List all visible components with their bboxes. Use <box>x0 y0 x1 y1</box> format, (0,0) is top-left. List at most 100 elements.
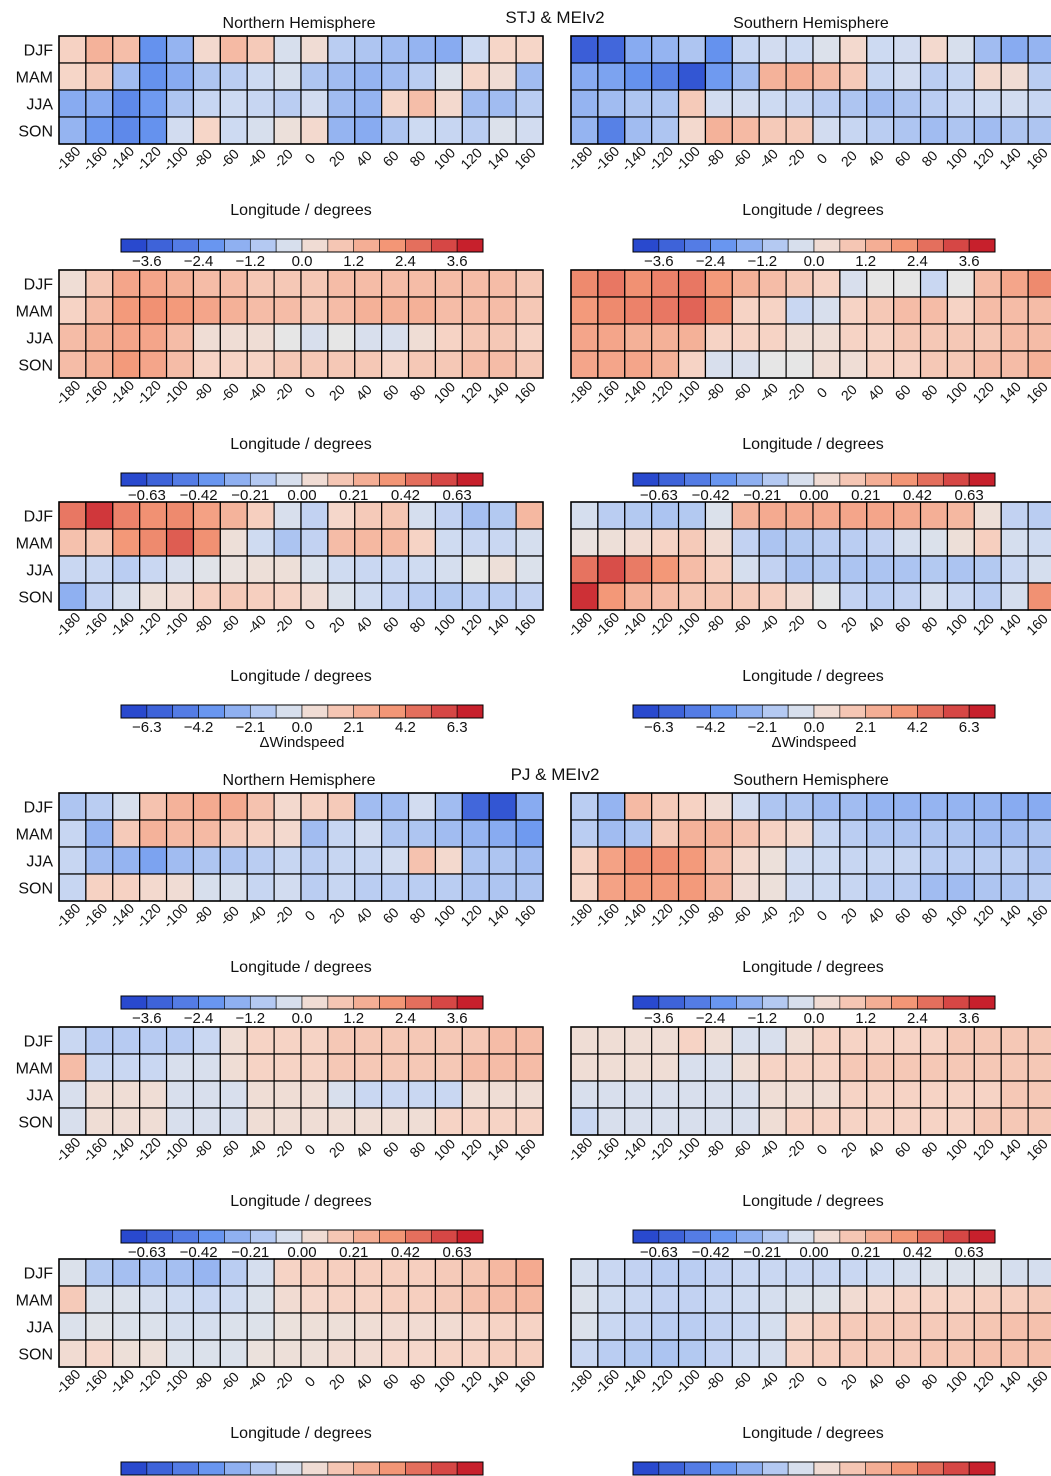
heatmap-cell <box>758 35 787 64</box>
heatmap-cell <box>407 62 437 91</box>
heatmap-cell <box>488 555 517 584</box>
x-tick-label: -80 <box>702 1137 728 1163</box>
x-tick-label: 140 <box>996 610 1024 638</box>
heatmap-cell <box>704 582 733 611</box>
heatmap-cell <box>407 1258 437 1287</box>
heatmap-cell <box>165 555 195 584</box>
heatmap-cell <box>919 555 949 584</box>
x-tick-label: 100 <box>430 901 458 929</box>
heatmap-cell <box>1000 89 1029 118</box>
x-tick-label: -20 <box>782 903 808 929</box>
colorbar-segment <box>942 1461 970 1476</box>
heatmap-cell <box>866 846 895 875</box>
x-tick-label: 120 <box>969 610 997 638</box>
colorbar-segment <box>865 1461 892 1476</box>
heatmap-cell <box>973 62 1002 91</box>
heatmap-cell <box>381 1339 410 1368</box>
heatmap-cell <box>973 1285 1002 1314</box>
colorbar-segment <box>865 704 892 719</box>
heatmap-cell <box>165 873 195 902</box>
panel-frame <box>570 35 1051 145</box>
heatmap-cell <box>731 350 760 379</box>
heatmap-cell <box>893 846 922 875</box>
heatmap-cell <box>488 846 517 875</box>
heatmap-cell <box>58 528 87 557</box>
heatmap-cell <box>704 1026 733 1055</box>
heatmap-cell <box>893 873 922 902</box>
heatmap-cell <box>704 528 733 557</box>
heatmap-cell <box>354 350 383 379</box>
heatmap-cell <box>812 269 841 298</box>
season-label: DJF <box>24 1266 54 1283</box>
x-tick-label: 80 <box>918 147 940 169</box>
heatmap-cell <box>677 1258 707 1287</box>
heatmap-cell <box>139 873 168 902</box>
x-tick-label: -120 <box>133 1134 164 1165</box>
heatmap-cell <box>677 1107 707 1136</box>
heatmap-cell <box>58 873 87 902</box>
x-axis-label: Longitude / degrees <box>230 436 371 453</box>
heatmap-cell <box>354 819 383 848</box>
heatmap-cell <box>973 819 1002 848</box>
colorbar-tick-label: 4.2 <box>907 719 928 736</box>
heatmap-cell <box>300 1080 329 1109</box>
colorbar-segment <box>968 238 996 253</box>
colorbar-segment <box>684 995 711 1010</box>
colorbar-tick-label: 0.00 <box>287 1244 316 1261</box>
heatmap-cell <box>381 1080 410 1109</box>
heatmap-cell <box>327 1312 356 1341</box>
x-tick-label: -120 <box>645 377 676 408</box>
heatmap-panel-pj-sh-latitude: -180-160-140-120-100-80 -60 -40 -20 0 20 40 60 8… <box>564 792 1051 1042</box>
x-tick-label: -120 <box>133 609 164 640</box>
colorbar-segment <box>198 995 225 1010</box>
heatmap-cell <box>85 528 114 557</box>
heatmap-cell <box>219 116 248 145</box>
colorbar-tick-label: 2.4 <box>907 1010 928 1027</box>
colorbar-segment <box>430 238 458 253</box>
nh-title: Northern Hemisphere <box>223 772 376 789</box>
x-tick-label: 140 <box>484 901 512 929</box>
x-tick-label: -160 <box>79 900 110 931</box>
x-tick-label: 140 <box>996 144 1024 172</box>
heatmap-cell <box>139 528 168 557</box>
x-tick-label: 80 <box>406 904 428 926</box>
x-tick-label: 60 <box>379 381 401 403</box>
colorbar-segment <box>891 995 918 1010</box>
panel-frame <box>570 1258 1051 1368</box>
colorbar-tick-label: 0.63 <box>955 487 984 504</box>
heatmap-cell <box>85 819 114 848</box>
heatmap-cell <box>758 1026 787 1055</box>
heatmap-cell <box>570 1080 599 1109</box>
heatmap-cell <box>300 819 329 848</box>
colorbar-segment <box>917 472 944 487</box>
heatmap-cell <box>246 1080 275 1109</box>
heatmap-cell <box>704 89 733 118</box>
x-tick-label: 0 <box>813 616 830 633</box>
heatmap-cell <box>570 555 599 584</box>
heatmap-cell <box>219 1080 248 1109</box>
heatmap-cell <box>677 62 707 91</box>
heatmap-cell <box>570 296 599 325</box>
heatmap-cell <box>1027 116 1051 145</box>
heatmap-cell <box>812 792 841 821</box>
heatmap-cell <box>192 116 221 145</box>
heatmap-cell <box>597 582 626 611</box>
heatmap-cell <box>58 1107 87 1136</box>
heatmap-cell <box>192 1285 221 1314</box>
heatmap-cell <box>785 1080 814 1109</box>
heatmap-panel-pj-nh-latitude: DJF MAM JJA SON -180-160-140-120-100-80 -60 -4… <box>16 792 544 1042</box>
colorbar-tick-label: −2.4 <box>696 1010 726 1027</box>
heatmap-cell <box>624 501 653 530</box>
colorbar-segment <box>224 1229 251 1244</box>
heatmap-cell <box>300 1312 329 1341</box>
heatmap-cell <box>812 35 841 64</box>
heatmap-cell <box>192 35 221 64</box>
x-tick-label: -40 <box>243 146 269 172</box>
heatmap-cell <box>866 873 895 902</box>
panel-frame <box>58 501 544 611</box>
heatmap-cell <box>461 555 490 584</box>
colorbar-frame <box>632 472 996 487</box>
heatmap-cell <box>515 62 544 91</box>
heatmap-cell <box>165 792 195 821</box>
x-tick-label: -120 <box>645 143 676 174</box>
